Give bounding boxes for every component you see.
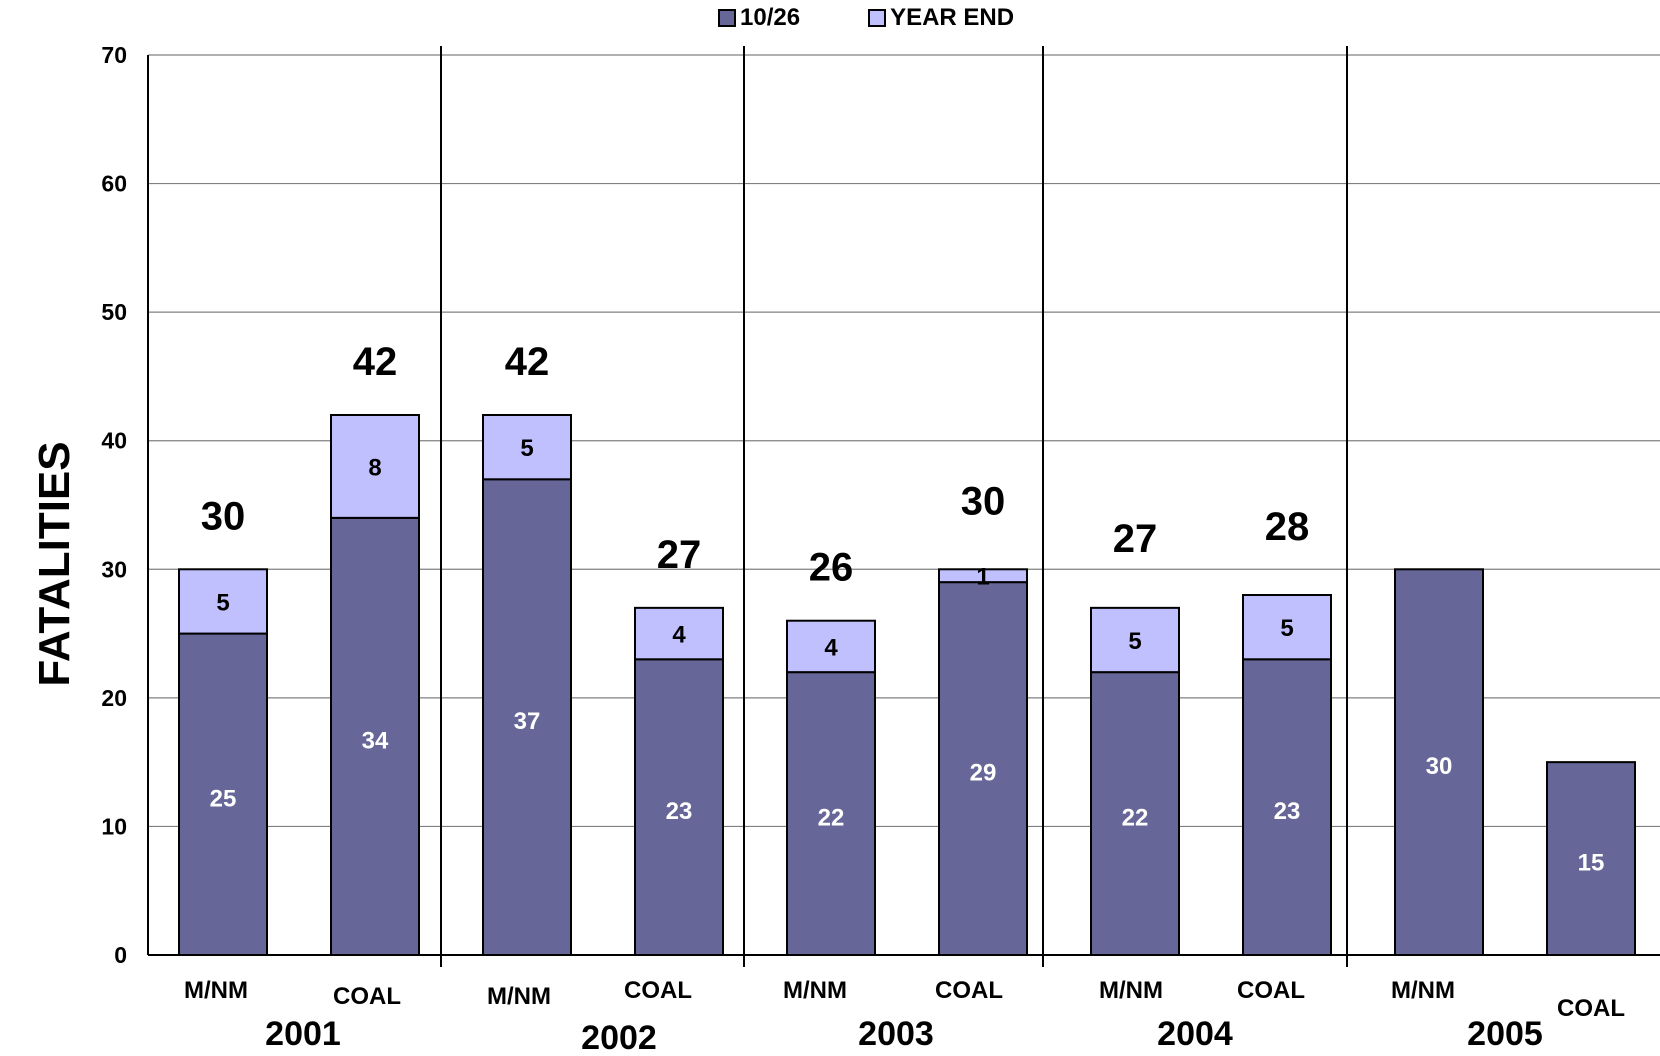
bar-year-end-2	[482, 414, 572, 481]
group-label-2003: 2003	[858, 1015, 934, 1051]
group-label-2005: 2005	[1467, 1015, 1543, 1051]
bar-label-year-end-5: 1	[976, 564, 989, 591]
bar-year-end-3	[634, 606, 724, 661]
y-tick-label-70: 70	[101, 42, 127, 68]
bar-label-1026-4: 22	[818, 805, 845, 832]
bar-1026-7	[1242, 658, 1332, 956]
bar-label-1026-1: 34	[362, 727, 389, 754]
bar-1026-4	[786, 671, 876, 957]
legend-swatch-year-end	[868, 9, 887, 27]
category-label-4: M/NM	[783, 977, 847, 1004]
bar-1026-8	[1394, 568, 1484, 956]
bar-year-end-4	[786, 619, 876, 674]
bar-year-end-0	[178, 568, 268, 635]
y-tick-label-50: 50	[101, 299, 127, 325]
bar-1026-9	[1546, 761, 1636, 957]
group-label-2002: 2002	[581, 1019, 657, 1051]
bar-year-end-5	[938, 568, 1028, 584]
bar-year-end-1	[330, 414, 420, 519]
bar-1026-1	[330, 516, 420, 956]
bar-1026-2	[482, 478, 572, 956]
bar-label-year-end-1: 8	[368, 454, 381, 481]
y-axis-label: FATALITIES	[30, 441, 79, 687]
bar-label-year-end-3: 4	[672, 622, 686, 649]
category-label-7: COAL	[1237, 977, 1305, 1004]
group-label-2001: 2001	[265, 1015, 341, 1051]
bar-year-end-7	[1242, 594, 1332, 661]
bar-total-label-3: 27	[657, 533, 702, 577]
bar-label-year-end-6: 5	[1128, 628, 1141, 655]
y-tick-label-0: 0	[114, 942, 127, 968]
bar-label-1026-7: 23	[1274, 798, 1301, 825]
bar-label-1026-6: 22	[1122, 805, 1149, 832]
bar-label-year-end-2: 5	[520, 435, 533, 462]
legend-label-year-end: YEAR END	[890, 4, 1015, 31]
bar-year-end-6	[1090, 606, 1180, 674]
bar-total-label-4: 26	[809, 546, 854, 590]
bar-label-1026-8: 30	[1426, 753, 1453, 780]
bar-total-label-2: 42	[505, 340, 550, 384]
y-tick-label-40: 40	[101, 428, 127, 454]
bar-total-label-7: 28	[1265, 505, 1310, 549]
category-label-2: M/NM	[487, 983, 551, 1010]
bar-label-1026-3: 23	[666, 798, 693, 825]
bar-label-1026-2: 37	[514, 708, 541, 735]
legend-label-1026: 10/26	[740, 4, 801, 31]
y-tick-label-10: 10	[101, 813, 127, 839]
y-tick-label-30: 30	[101, 556, 127, 582]
legend: 10/26 YEAR END	[718, 4, 1082, 32]
y-tick-label-60: 60	[101, 171, 127, 197]
category-label-9: COAL	[1557, 995, 1625, 1022]
bar-label-year-end-4: 4	[824, 634, 838, 661]
bar-total-label-0: 30	[201, 494, 246, 538]
bar-label-year-end-7: 5	[1280, 615, 1293, 642]
bar-1026-3	[634, 658, 724, 956]
bar-1026-0	[178, 632, 268, 956]
bar-total-label-6: 27	[1113, 517, 1158, 561]
category-label-5: COAL	[935, 977, 1003, 1004]
y-axis-label-box: FATALITIES	[10, 441, 100, 686]
bar-label-1026-5: 29	[970, 760, 997, 787]
bar-label-year-end-0: 5	[216, 589, 229, 616]
legend-swatch-1026	[718, 9, 736, 27]
bar-1026-6	[1090, 671, 1180, 957]
bar-label-1026-0: 25	[210, 785, 237, 812]
category-label-8: M/NM	[1391, 977, 1455, 1004]
category-label-1: COAL	[333, 983, 401, 1010]
group-label-2004: 2004	[1157, 1015, 1233, 1051]
bar-total-label-5: 30	[961, 479, 1006, 523]
legend-item-1026: 10/26	[718, 4, 800, 32]
category-label-0: M/NM	[184, 977, 248, 1004]
bar-label-1026-9: 15	[1578, 850, 1605, 877]
category-label-6: M/NM	[1099, 977, 1163, 1004]
legend-item-year-end: YEAR END	[868, 4, 1014, 32]
category-label-3: COAL	[624, 977, 692, 1004]
bar-total-label-1: 42	[353, 340, 398, 384]
y-tick-label-20: 20	[101, 685, 127, 711]
